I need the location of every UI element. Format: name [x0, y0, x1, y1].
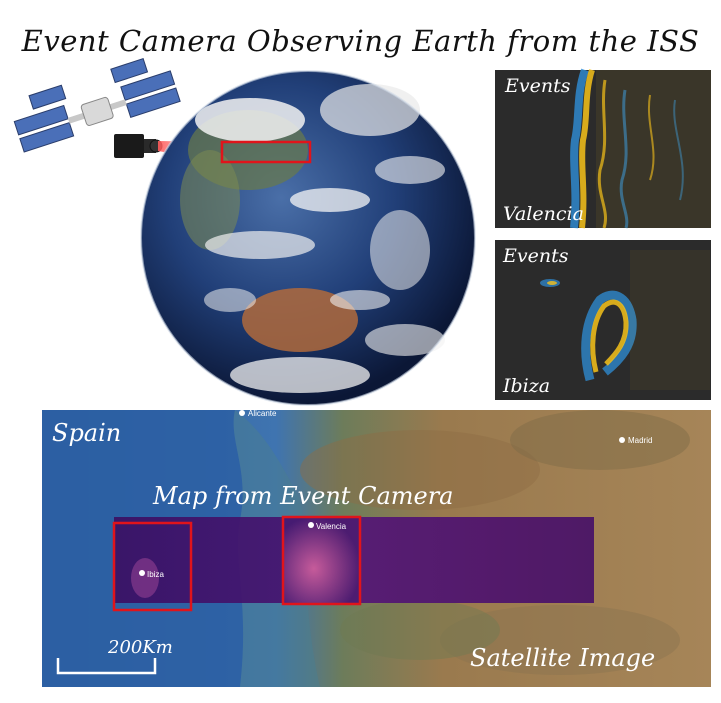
ibiza-pin-icon	[139, 570, 145, 576]
city-label-madrid: Madrid	[628, 436, 652, 445]
city-label-ibiza: Ibiza	[147, 570, 164, 579]
city-label-alicante: Alicante	[248, 409, 277, 418]
event-panel-ibiza-header: Events	[502, 245, 569, 267]
event-panel-valencia-location: Valencia	[503, 203, 584, 225]
alicante-pin-icon	[239, 410, 245, 416]
map-overlay-label: Map from Event Camera	[152, 482, 454, 510]
event-panel-ibiza-location: Ibiza	[502, 375, 550, 397]
map-source-label: Satellite Image	[470, 644, 655, 672]
event-panel-ibiza: Events Ibiza	[495, 240, 711, 400]
madrid-pin-icon	[619, 437, 625, 443]
map-region-label: Spain	[52, 419, 121, 447]
scale-bar-label: 200Km	[107, 637, 173, 658]
iss-icon	[8, 52, 180, 152]
city-label-valencia: Valencia	[316, 522, 347, 531]
earth-globe	[141, 71, 475, 405]
camera-icon	[114, 134, 162, 158]
event-panel-valencia: Events Valencia	[495, 70, 711, 228]
event-map-overlay	[114, 517, 594, 603]
event-panel-valencia-header: Events	[504, 75, 571, 97]
valencia-pin-icon	[308, 522, 314, 528]
